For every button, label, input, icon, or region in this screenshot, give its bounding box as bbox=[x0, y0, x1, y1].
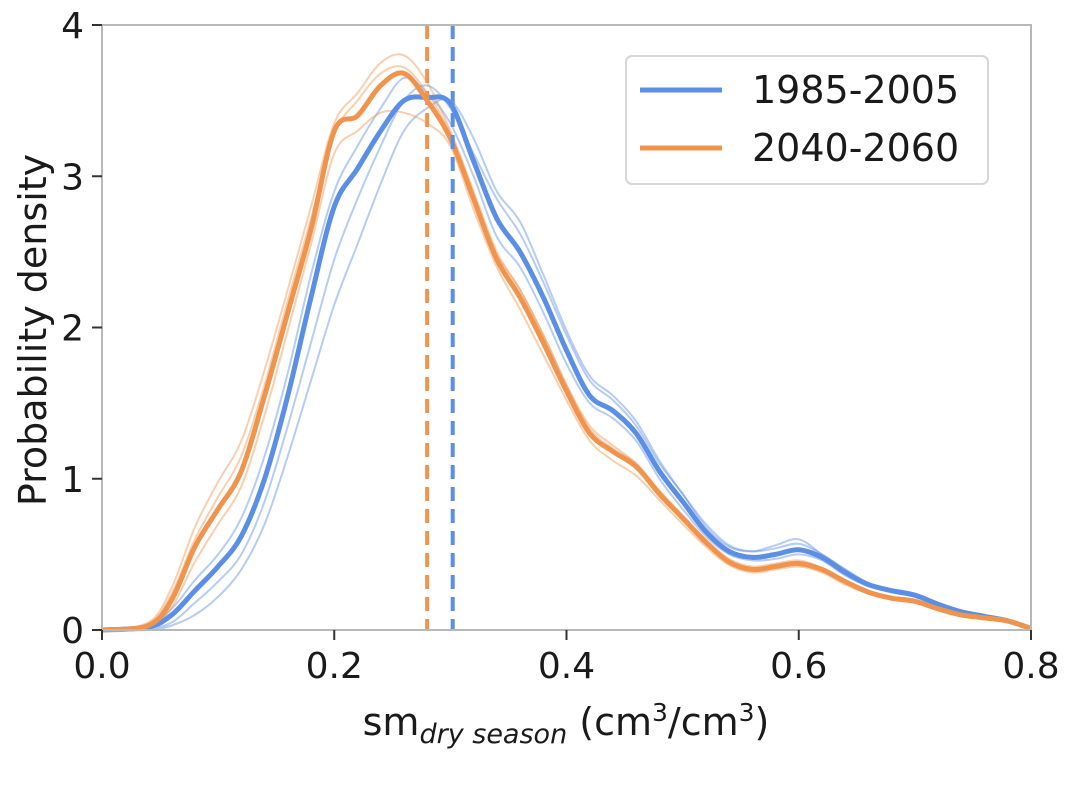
legend-label-1985-2005: 1985-2005 bbox=[752, 68, 959, 112]
legend: 1985-2005 2040-2060 bbox=[625, 55, 989, 185]
x-axis-label-superscript-2: 3 bbox=[739, 698, 755, 727]
y-tick-label: 4 bbox=[61, 6, 84, 47]
series-layer bbox=[101, 53, 1032, 633]
y-axis-label: Probability density bbox=[11, 154, 55, 506]
x-tick-label: 0.0 bbox=[73, 646, 130, 687]
x-tick-label: 0.6 bbox=[770, 646, 827, 687]
y-tick-label: 0 bbox=[61, 611, 84, 652]
x-tick-label: 0.2 bbox=[306, 646, 363, 687]
x-axis-label: smdry season (cm3/cm3) bbox=[363, 698, 770, 750]
x-tick-label: 0.4 bbox=[538, 646, 595, 687]
mean-lines bbox=[425, 25, 455, 630]
x-axis-label-unit-open: (cm bbox=[567, 700, 652, 744]
x-axis-label-superscript-1: 3 bbox=[652, 698, 668, 727]
x-axis-label-unit-mid: /cm bbox=[668, 700, 739, 744]
y-tick-label: 3 bbox=[61, 157, 84, 198]
x-axis-label-main: sm bbox=[363, 700, 420, 744]
series-line-1985-2005 bbox=[101, 94, 1032, 633]
series-line-2040-2060 bbox=[101, 70, 1032, 633]
x-axis-ticks: 0.0 0.2 0.4 0.6 0.8 bbox=[73, 630, 1060, 687]
x-tick-label: 0.8 bbox=[1002, 646, 1059, 687]
x-axis-label-unit-close: ) bbox=[755, 700, 770, 744]
y-axis-ticks: 0 1 2 3 4 bbox=[61, 6, 102, 652]
legend-label-2040-2060: 2040-2060 bbox=[752, 126, 959, 170]
y-tick-label: 1 bbox=[61, 460, 84, 501]
y-tick-label: 2 bbox=[61, 309, 84, 350]
series-line-2040-2060-member-2 bbox=[101, 109, 1032, 631]
x-axis-label-subscript: dry season bbox=[419, 719, 567, 750]
